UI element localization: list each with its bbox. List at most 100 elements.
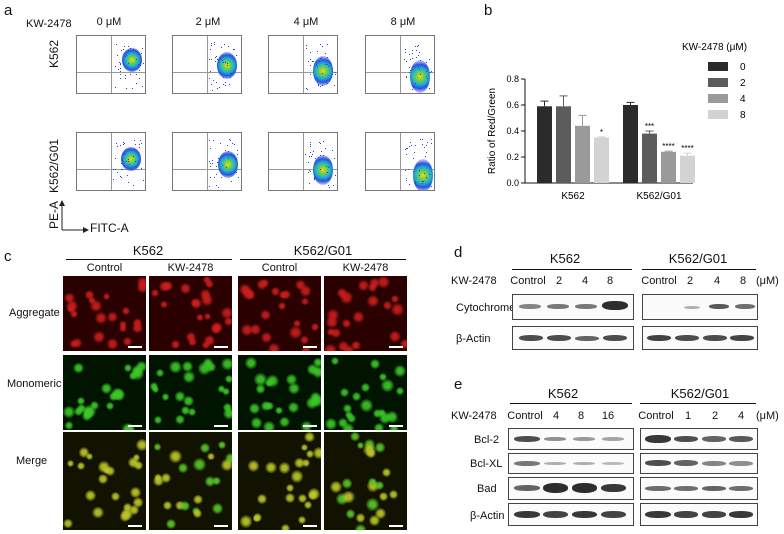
d-row-beta-actin: β-Actin	[456, 333, 491, 345]
blot-e-bad-g01	[640, 477, 758, 500]
e-lane-r2: 2	[711, 410, 719, 422]
microscopy-image	[149, 276, 232, 351]
d-lane-l3: 8	[606, 275, 614, 287]
legend-label: 4	[740, 94, 746, 105]
panel-label-d: d	[454, 244, 463, 261]
c-row-aggregate: Aggregate	[9, 307, 60, 319]
c-cond-1: KW-2478	[167, 262, 214, 274]
blot-e-bcl2-g01	[640, 428, 758, 450]
legend-swatch	[708, 110, 728, 119]
e-row-bcl2: Bcl-2	[474, 434, 500, 446]
microscopy-image	[63, 276, 146, 351]
bar	[537, 106, 552, 183]
d-lane-l2: 4	[581, 275, 589, 287]
c-row-merge: Merge	[16, 455, 48, 467]
row-label-k562: K562	[47, 39, 61, 68]
bar	[594, 137, 609, 183]
e-lane-r1: 1	[684, 410, 692, 422]
microscopy-image	[149, 432, 232, 530]
blot-d-cytc-k562	[512, 294, 634, 320]
d-lane-l0: Control	[510, 275, 546, 287]
bar	[556, 106, 571, 183]
significance-label: *	[600, 128, 603, 137]
c-group-k562: K562	[132, 243, 164, 258]
e-lane-l2: 8	[577, 410, 585, 422]
flow-plot	[365, 132, 435, 191]
conc-label-1: 2 μM	[195, 16, 221, 28]
flow-plot	[76, 132, 146, 191]
category-label: K562	[561, 191, 585, 200]
flow-xlabel: FITC-A	[90, 221, 129, 235]
flow-plot	[268, 35, 338, 94]
panel-label-e: e	[454, 376, 463, 393]
microscopy-image	[63, 432, 146, 530]
bar	[661, 151, 676, 183]
e-row-bad: Bad	[477, 483, 497, 495]
legend-label: 0	[740, 62, 746, 73]
bar	[680, 155, 695, 183]
e-row-bclxl: Bcl-XL	[470, 458, 503, 470]
e-row-beta-actin: β-Actin	[470, 510, 505, 522]
d-line-left	[512, 269, 632, 270]
d-line-right	[642, 269, 756, 270]
y-tick-label: 0.6	[506, 100, 519, 110]
microscopy-image	[324, 355, 407, 430]
d-row-cytochrome-c: Cytochrome C	[456, 302, 527, 314]
panel-label-b: b	[484, 2, 493, 19]
d-unit: (μM)	[756, 275, 779, 287]
blot-e-actin-g01	[640, 503, 758, 526]
legend-label: 8	[740, 110, 746, 121]
e-line-left	[510, 403, 632, 404]
d-lane-r1: 2	[686, 275, 694, 287]
blot-e-bclxl-g01	[640, 453, 758, 474]
d-lane-r2: 4	[713, 275, 721, 287]
microscopy-image	[238, 432, 321, 530]
e-lane-l3: 16	[601, 410, 615, 422]
panel-label-a: a	[4, 2, 13, 19]
blot-e-bad-k562	[508, 477, 634, 500]
legend-swatch	[708, 62, 728, 71]
microscopy-image	[324, 276, 407, 351]
legend-swatch	[708, 94, 728, 103]
d-group-k562: K562	[549, 251, 581, 266]
y-tick-label: 0.4	[506, 126, 519, 136]
c-cond-0: Control	[86, 262, 123, 274]
d-lane-r3: 8	[739, 275, 747, 287]
d-lane-l1: 2	[555, 275, 563, 287]
d-drug-label: KW-2478	[451, 275, 497, 287]
blot-e-bclxl-k562	[508, 453, 634, 474]
y-tick-label: 0.0	[506, 178, 519, 188]
conc-label-3: 8 μM	[390, 16, 416, 28]
blot-d-actin-g01	[642, 326, 758, 350]
microscopy-image	[149, 355, 232, 430]
bar	[642, 133, 657, 183]
e-lane-l1: 4	[552, 410, 560, 422]
microscopy-image	[324, 432, 407, 530]
e-group-k562: K562	[547, 386, 579, 401]
panel-a-drug-label: KW-2478	[26, 18, 72, 30]
flow-plot	[172, 35, 242, 94]
c-cond-3: KW-2478	[342, 262, 389, 274]
significance-label: ****	[662, 142, 674, 151]
conc-label-2: 4 μM	[293, 16, 319, 28]
microscopy-image	[238, 355, 321, 430]
y-tick-label: 0.8	[506, 74, 519, 84]
microscopy-image	[63, 355, 146, 430]
microscopy-image	[238, 276, 321, 351]
bar	[575, 125, 590, 183]
e-lane-r3: 4	[737, 410, 745, 422]
c-cond-2: Control	[261, 262, 298, 274]
e-lane-l0: Control	[507, 410, 543, 422]
flow-plot	[365, 35, 435, 94]
y-axis-label: Ratio of Red/Green	[487, 88, 498, 174]
conc-label-0: 0 μM	[96, 16, 122, 28]
legend-label: 2	[740, 78, 746, 89]
c-row-monomeric: Monomeric	[7, 378, 62, 390]
legend-swatch	[708, 78, 728, 87]
d-group-k562-g01: K562/G01	[668, 251, 728, 266]
panel-label-c: c	[4, 248, 12, 265]
flow-ylabel: PE-A	[47, 200, 61, 229]
row-label-k562-g01: K562/G01	[47, 138, 61, 193]
e-unit: (μM)	[756, 410, 779, 422]
